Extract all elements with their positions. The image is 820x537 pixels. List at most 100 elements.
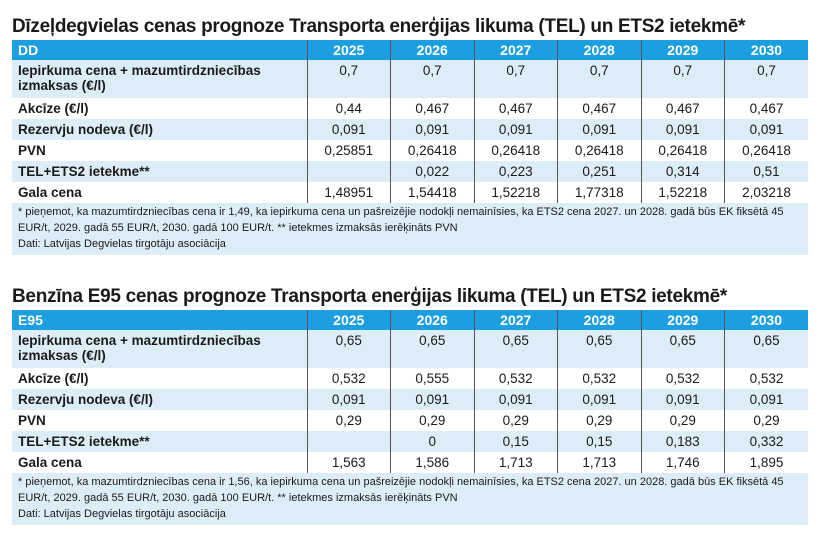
table-cell: 1,54418 <box>390 182 474 203</box>
table-cell: 0,29 <box>390 410 474 431</box>
table-cell: 0,467 <box>473 98 558 119</box>
table-cell: 0,44 <box>306 98 391 119</box>
price-table: E95 2025 2026 2027 2028 2029 2030 Iepirkuma cen… <box>12 310 808 473</box>
table-cell: 0,467 <box>390 98 474 119</box>
table-title: Dīzeļdegvielas cenas prognoze Transporta… <box>12 16 746 37</box>
table-cell: 0,467 <box>724 98 808 119</box>
price-table-block: Benzīna E95 cenas prognoze Transporta en… <box>12 284 808 525</box>
table-cell: 0,26418 <box>390 140 474 161</box>
table-cell: 0,532 <box>640 368 725 389</box>
source: Dati: Latvijas Degvielas tirgotāju asoci… <box>18 238 226 250</box>
table-row: Gala cena 1,563 1,586 1,713 1,713 1,746 1,895 <box>12 452 808 473</box>
source: Dati: Latvijas Degvielas tirgotāju asoci… <box>18 508 226 520</box>
column-header: 2026 <box>390 310 474 330</box>
table-cell: 0,091 <box>724 119 808 140</box>
table-cell: 0,7 <box>390 60 474 98</box>
table-cell: 0,091 <box>724 389 808 410</box>
table-cell: 0,26418 <box>473 140 558 161</box>
table-cell: 0,29 <box>640 410 725 431</box>
column-header: 2028 <box>557 40 641 60</box>
table-cell: 0,532 <box>473 368 558 389</box>
table-cell: 0,314 <box>640 161 725 182</box>
row-label: PVN <box>18 413 46 428</box>
table-cell: 1,52218 <box>640 182 725 203</box>
table-cell: 0,7 <box>306 60 391 98</box>
table-cell: 0,532 <box>557 368 641 389</box>
table-cell: 1,746 <box>640 452 725 473</box>
table-cell: 0,29 <box>557 410 641 431</box>
table-cell <box>306 161 391 182</box>
table-cell: 0,65 <box>473 330 558 368</box>
table-cell: 1,895 <box>724 452 808 473</box>
row-label: Gala cena <box>18 185 82 200</box>
table-row: TEL+ETS2 ietekme** 0 0,15 0,15 0,183 0,332 <box>12 431 808 452</box>
table-row: Iepirkuma cena + mazumtirdzniecības izma… <box>12 60 808 98</box>
table-row: Rezervju nodeva (€/l) 0,091 0,091 0,091 0,09… <box>12 389 808 410</box>
row-label: PVN <box>18 143 46 158</box>
table-cell: 0,091 <box>640 389 725 410</box>
row-label: Gala cena <box>18 455 82 470</box>
table-row: PVN 0,25851 0,26418 0,26418 0,26418 0,26418 0,… <box>12 140 808 161</box>
row-label: Rezervju nodeva (€/l) <box>12 119 307 140</box>
table-row: Akcīze (€/l) 0,532 0,555 0,532 0,532 0,532 0,5… <box>12 368 808 389</box>
table-cell: 0,091 <box>473 389 558 410</box>
row-label: Iepirkuma cena + mazumtirdzniecības izma… <box>12 330 307 368</box>
column-header: 2027 <box>473 40 558 60</box>
table-row: Gala cena 1,48951 1,54418 1,52218 1,77318 1,5… <box>12 182 808 203</box>
column-header: DD <box>12 40 307 60</box>
footnote-area: * pieņemot, ka mazumtirdzniecības cena i… <box>12 473 808 525</box>
column-header: 2029 <box>640 310 725 330</box>
table-cell: 0,29 <box>473 410 558 431</box>
column-header: 2028 <box>557 310 641 330</box>
row-label: Akcīze (€/l) <box>18 101 89 116</box>
table-cell: 0,26418 <box>557 140 641 161</box>
table-cell: 0,65 <box>390 330 474 368</box>
table-cell: 0,223 <box>473 161 558 182</box>
column-header: 2030 <box>724 310 808 330</box>
table-cell: 0,65 <box>724 330 808 368</box>
table-cell: 0,26418 <box>640 140 725 161</box>
table-cell: 0,26418 <box>724 140 808 161</box>
table-cell: 0,29 <box>724 410 808 431</box>
table-cell: 0,332 <box>724 431 808 452</box>
table-cell: 0,7 <box>557 60 641 98</box>
table-cell: 1,77318 <box>557 182 641 203</box>
footnote: * pieņemot, ka mazumtirdzniecības cena i… <box>18 476 784 504</box>
table-cell: 0,467 <box>640 98 725 119</box>
table-cell: 0,091 <box>390 119 474 140</box>
row-label: TEL+ETS2 ietekme** <box>12 161 307 182</box>
table-row: Rezervju nodeva (€/l) 0,091 0,091 0,091 0,09… <box>12 119 808 140</box>
column-header: 2027 <box>473 310 558 330</box>
table-cell: 0,7 <box>724 60 808 98</box>
table-cell: 0,15 <box>557 431 641 452</box>
table-cell: 0,251 <box>557 161 641 182</box>
column-header: 2025 <box>306 310 391 330</box>
table-header-row: E95 2025 2026 2027 2028 2029 2030 <box>12 310 808 330</box>
table-cell: 0,022 <box>390 161 474 182</box>
table-cell: 0,15 <box>473 431 558 452</box>
row-label: Iepirkuma cena + mazumtirdzniecības izma… <box>12 60 307 98</box>
row-label: Akcīze (€/l) <box>18 371 89 386</box>
column-header: 2030 <box>724 40 808 60</box>
table-cell: 0,29 <box>306 410 391 431</box>
table-row: TEL+ETS2 ietekme** 0,022 0,223 0,251 0,314 0,… <box>12 161 808 182</box>
table-cell: 1,52218 <box>473 182 558 203</box>
price-table-block: Dīzeļdegvielas cenas prognoze Transporta… <box>12 14 808 255</box>
table-cell: 0 <box>390 431 474 452</box>
table-cell: 0,091 <box>640 119 725 140</box>
table-cell: 0,555 <box>390 368 474 389</box>
table-cell: 0,7 <box>473 60 558 98</box>
table-cell: 0,7 <box>640 60 725 98</box>
table-cell: 0,25851 <box>306 140 391 161</box>
row-label: TEL+ETS2 ietekme** <box>12 431 307 452</box>
price-table: DD 2025 2026 2027 2028 2029 2030 Iepirkuma cena… <box>12 40 808 203</box>
table-cell: 0,091 <box>306 119 391 140</box>
table-cell: 0,183 <box>640 431 725 452</box>
table-cell: 2,03218 <box>724 182 808 203</box>
table-cell: 1,713 <box>557 452 641 473</box>
table-header-row: DD 2025 2026 2027 2028 2029 2030 <box>12 40 808 60</box>
table-cell: 1,48951 <box>306 182 391 203</box>
table-cell: 0,51 <box>724 161 808 182</box>
table-cell: 0,091 <box>557 389 641 410</box>
table-cell: 0,091 <box>473 119 558 140</box>
